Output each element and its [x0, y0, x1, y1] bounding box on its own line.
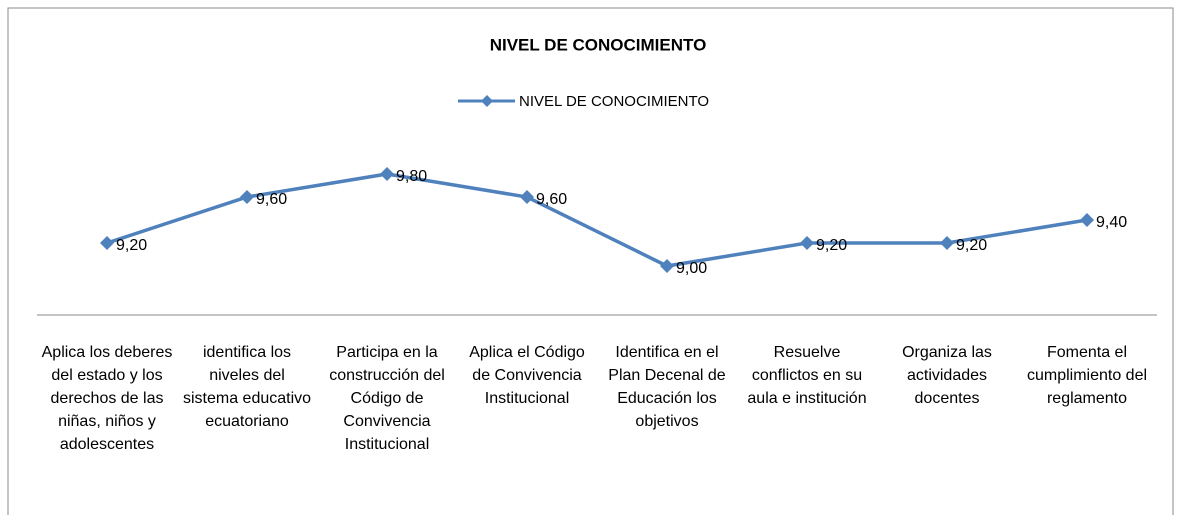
data-label: 9,20 [956, 237, 987, 254]
series-line [106, 172, 1088, 268]
data-label: 9,60 [536, 191, 567, 208]
data-label: 9,80 [396, 168, 427, 185]
data-label: 9,60 [256, 191, 287, 208]
marker [1080, 213, 1094, 227]
marker [380, 167, 394, 181]
data-label: 9,40 [1096, 214, 1127, 231]
x-tick-label: identifica los niveles del sistema educa… [182, 344, 312, 430]
legend-label: NIVEL DE CONOCIMIENTO [519, 93, 709, 110]
legend-marker [481, 95, 493, 107]
x-tick-label: Aplica los deberes del estado y los dere… [41, 344, 173, 453]
marker [800, 236, 814, 250]
x-tick-label: Identifica en el Plan Decenal de Educaci… [608, 344, 726, 430]
x-tick-label: Organiza las actividades docentes [902, 344, 992, 407]
data-label: 9,20 [116, 237, 147, 254]
marker [240, 190, 254, 204]
chart-border [7, 7, 1174, 515]
x-tick-label: Participa en la construcción del Código … [329, 344, 445, 453]
marker [520, 190, 534, 204]
data-label: 9,20 [816, 237, 847, 254]
x-tick-label: Resuelve conflictos en su aula e institu… [747, 344, 867, 407]
data-label: 9,00 [676, 260, 707, 277]
chart-title: NIVEL DE CONOCIMIENTO [490, 35, 707, 54]
marker [100, 236, 114, 250]
x-tick-label: Aplica el Código de Convivencia Instituc… [469, 344, 585, 407]
marker [940, 236, 954, 250]
x-tick-label: Fomenta el cumplimiento del reglamento [1026, 344, 1148, 407]
marker [660, 259, 674, 273]
